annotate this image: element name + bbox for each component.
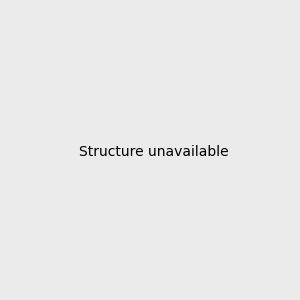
Text: Structure unavailable: Structure unavailable xyxy=(79,145,229,158)
